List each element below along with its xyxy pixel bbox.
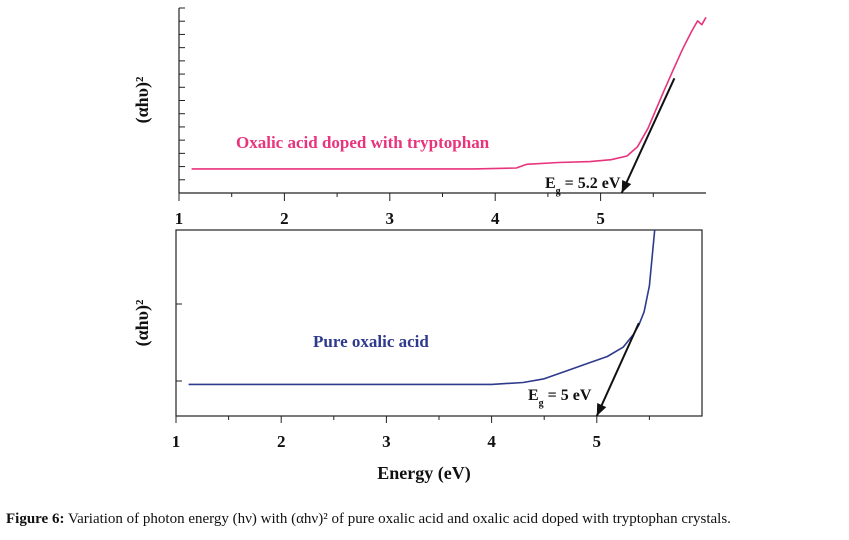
x-tick-label: 3 [382,432,391,451]
x-tick-label: 1 [172,432,181,451]
x-tick-label: 3 [386,209,395,228]
series-line [191,16,707,170]
caption-label: Figure 6: [6,511,65,527]
x-tick-label: 5 [593,432,602,451]
x-tick-label: 4 [487,432,496,451]
tangent-arrowhead [596,403,607,416]
tangent-line [620,77,676,194]
series-label: Oxalic acid doped with tryptophan [236,133,490,152]
series-label: Pure oxalic acid [313,332,429,351]
figure-caption: Figure 6: Variation of photon energy (hν… [6,511,846,528]
x-tick-label: 2 [280,209,289,228]
x-tick-label: 5 [596,209,605,228]
tangent-arrowhead [621,180,632,193]
bandgap-label: Eg = 5 eV [528,387,592,409]
caption-text: Variation of photon energy (hν) with (αh… [64,511,731,527]
series-line [188,229,656,386]
y-axis-label: (αhυ)² [132,77,153,124]
y-axis-label: (αhυ)² [132,300,153,347]
x-tick-label: 4 [491,209,500,228]
top-panel: 1 2 3 4 5 (αhυ)² Oxalic acid doped with trypto… [132,7,707,228]
x-tick-label: 1 [175,209,184,228]
x-axis-label: Energy (eV) [377,463,470,484]
bottom-panel: 1 2 3 4 5 (αhυ)² Energy (eV) Pure oxalic acid Eg… [132,229,703,484]
bandgap-label: Eg = 5.2 eV [545,175,621,197]
plot-frame [175,229,703,417]
tangent-line [595,322,640,417]
x-tick-label: 2 [277,432,286,451]
